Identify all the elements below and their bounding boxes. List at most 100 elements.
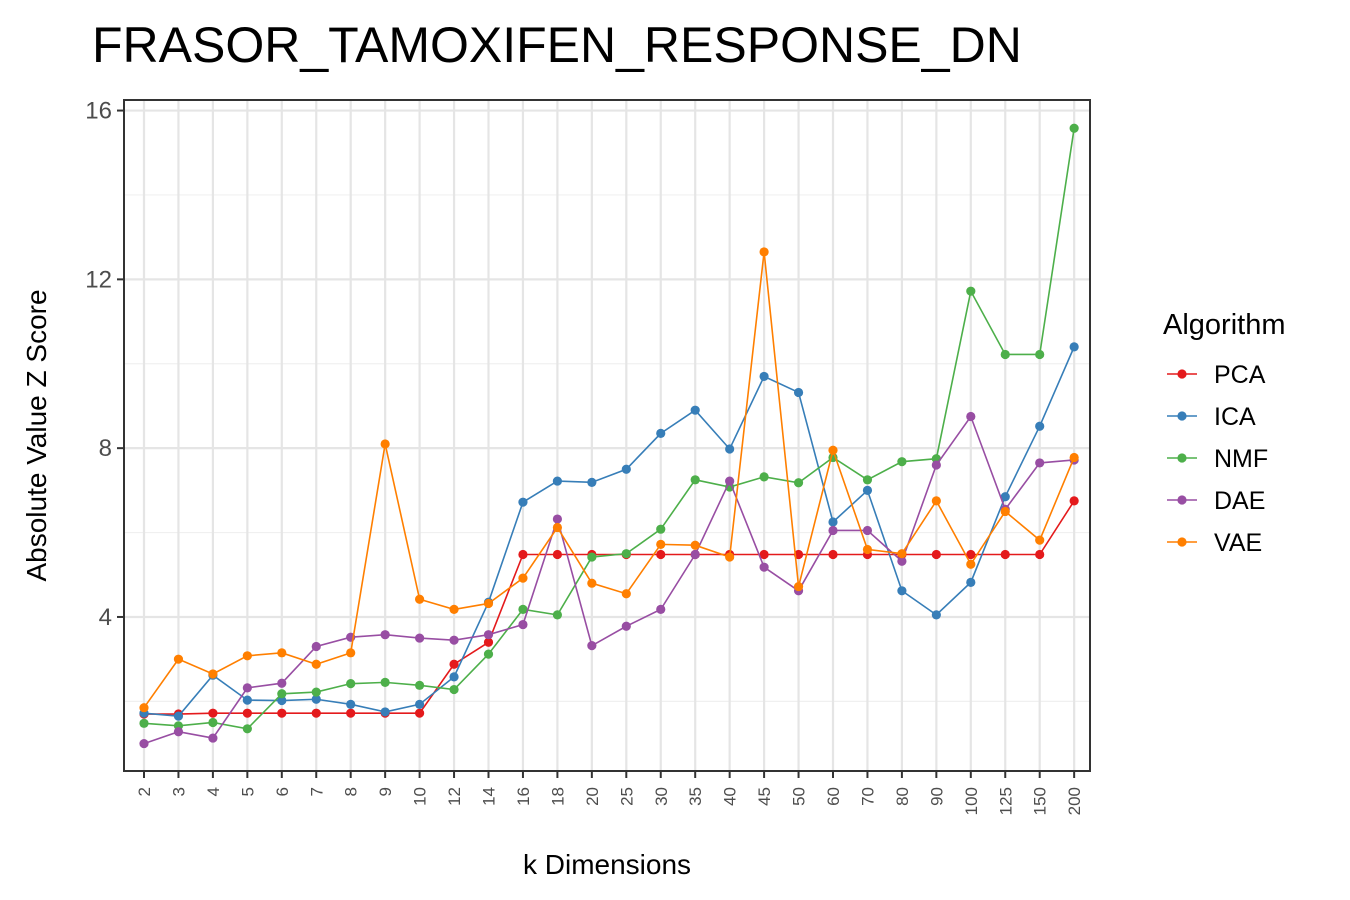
legend-key-point — [1177, 453, 1187, 463]
data-point-pca — [931, 549, 941, 560]
x-tick-label: 70 — [858, 787, 877, 806]
data-point-pca — [656, 549, 666, 560]
data-point-vae — [862, 544, 873, 555]
data-point-vae — [759, 247, 769, 257]
data-point-ica — [277, 695, 287, 706]
data-point-dae — [311, 641, 321, 652]
data-point-nmf — [759, 472, 769, 482]
series-nmf — [139, 123, 1079, 734]
data-point-dae — [1035, 458, 1045, 468]
data-point-vae — [208, 669, 218, 679]
data-point-pca — [759, 549, 769, 560]
data-point-pca — [966, 549, 976, 560]
data-point-ica — [621, 464, 631, 474]
data-point-vae — [587, 578, 597, 588]
legend-key-point — [1177, 369, 1187, 379]
data-point-nmf — [380, 677, 390, 687]
grid — [124, 100, 1090, 771]
data-point-vae — [552, 522, 563, 533]
data-point-ica — [931, 610, 941, 620]
x-tick-label: 60 — [824, 787, 843, 806]
data-point-nmf — [552, 610, 563, 620]
data-point-ica — [966, 577, 976, 587]
data-point-dae — [828, 525, 838, 536]
data-point-pca — [828, 549, 838, 560]
data-point-vae — [173, 654, 184, 664]
data-point-nmf — [1000, 349, 1010, 360]
data-point-dae — [587, 641, 597, 651]
data-point-vae — [139, 703, 149, 713]
data-point-dae — [690, 549, 700, 560]
data-point-vae — [621, 589, 631, 599]
data-point-nmf — [690, 475, 700, 485]
data-point-pca — [277, 708, 287, 718]
data-point-dae — [277, 678, 287, 688]
x-tick-label: 35 — [686, 787, 705, 806]
legend-label: VAE — [1214, 529, 1262, 557]
x-tick-label: 100 — [962, 787, 981, 815]
data-point-ica — [725, 444, 735, 454]
x-tick-label: 9 — [376, 787, 395, 796]
data-point-nmf — [208, 717, 218, 728]
x-tick-label: 12 — [445, 787, 464, 806]
x-tick-label: 200 — [1065, 787, 1084, 815]
data-point-vae — [1069, 452, 1079, 463]
legend-key-point — [1177, 537, 1187, 547]
data-point-pca — [415, 708, 425, 718]
data-point-dae — [862, 525, 873, 536]
data-point-nmf — [621, 549, 631, 559]
data-point-ica — [828, 517, 838, 527]
x-tick-label: 16 — [514, 787, 533, 806]
legend-items: PCA ICA NMF DAE VAE — [1167, 361, 1268, 557]
data-point-nmf — [1069, 123, 1079, 133]
data-point-dae — [759, 562, 769, 572]
plot-panel-border — [123, 99, 1091, 772]
data-point-ica — [242, 695, 252, 705]
data-point-pca — [518, 549, 528, 560]
legend: Algorithm PCA ICA NMF DAE VAE — [1163, 309, 1286, 557]
data-point-dae — [380, 630, 390, 640]
data-point-pca — [242, 708, 252, 718]
data-point-vae — [518, 573, 528, 583]
data-point-nmf — [242, 724, 252, 734]
data-point-nmf — [518, 604, 528, 614]
data-point-vae — [897, 549, 907, 559]
data-point-ica — [1000, 492, 1010, 502]
legend-item-ica: ICA — [1167, 403, 1256, 431]
data-point-dae — [518, 619, 528, 630]
series-line-pca — [144, 500, 1075, 715]
data-point-ica — [656, 428, 666, 438]
x-tick-label: 90 — [927, 787, 946, 806]
y-tick-label: 8 — [99, 435, 112, 462]
data-point-ica — [862, 485, 873, 495]
legend-label: PCA — [1214, 361, 1266, 389]
data-point-vae — [793, 581, 804, 592]
x-axis-title: k Dimensions — [523, 849, 691, 880]
data-point-vae — [415, 594, 425, 604]
data-point-ica — [1069, 342, 1079, 352]
x-tick-label: 14 — [480, 787, 499, 806]
data-point-pca — [1035, 549, 1045, 560]
x-tick-label: 50 — [790, 787, 809, 806]
data-point-nmf — [793, 478, 804, 488]
legend-item-dae: DAE — [1167, 487, 1265, 515]
data-point-vae — [311, 659, 321, 669]
chart-title: FRASOR_TAMOXIFEN_RESPONSE_DN — [92, 17, 1022, 73]
x-tick-label: 80 — [893, 787, 912, 806]
x-tick-label: 2 — [135, 787, 154, 796]
data-point-dae — [242, 683, 252, 693]
series-layer — [139, 123, 1079, 749]
legend-item-pca: PCA — [1167, 361, 1266, 389]
data-point-pca — [346, 708, 356, 718]
series-line-vae — [143, 251, 1075, 709]
legend-title: Algorithm — [1163, 309, 1286, 341]
data-point-ica — [793, 387, 804, 398]
legend-item-nmf: NMF — [1167, 445, 1268, 473]
data-point-vae — [725, 552, 735, 562]
data-point-dae — [139, 738, 149, 749]
data-point-nmf — [277, 689, 287, 699]
data-point-vae — [828, 445, 838, 455]
x-tick-label: 10 — [411, 787, 430, 806]
